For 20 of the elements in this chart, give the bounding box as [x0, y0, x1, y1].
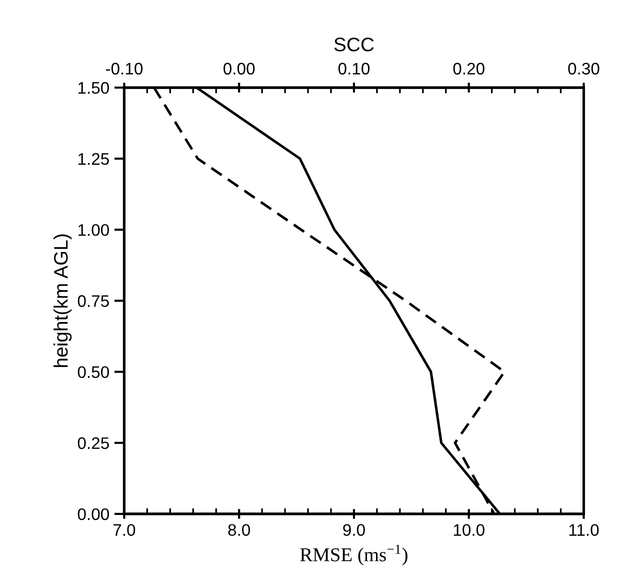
y-axis-title: height(km AGL): [54, 234, 72, 367]
x-tick-label: 7.0: [113, 524, 136, 536]
x-tick-label: 9.0: [343, 524, 365, 536]
x2-tick-label: 0.20: [453, 62, 484, 75]
x-axis-title: RMSE (ms$^{−1}$): [300, 544, 408, 566]
y-tick-label: 0.25: [78, 437, 109, 450]
y-tick-label: 1.50: [78, 82, 109, 94]
x-tick-label: 11.0: [569, 524, 599, 536]
x2-axis-title: SCC: [334, 38, 374, 52]
x2-tick-label: 0.10: [338, 62, 370, 75]
x2-tick-label: 0.30: [568, 62, 600, 75]
x-tick-label: 8.0: [228, 524, 250, 536]
x2-tick-label: 0.00: [224, 62, 255, 75]
y-tick-label: 0.50: [78, 366, 109, 378]
y-tick-label: 1.00: [78, 224, 109, 236]
x2-tick-label: -0.10: [106, 62, 143, 75]
y-tick-label: 0.75: [78, 295, 109, 307]
y-tick-label: 1.25: [78, 153, 109, 165]
x-tick-label: 10.0: [454, 524, 484, 536]
y-tick-label: 0.00: [78, 508, 109, 520]
